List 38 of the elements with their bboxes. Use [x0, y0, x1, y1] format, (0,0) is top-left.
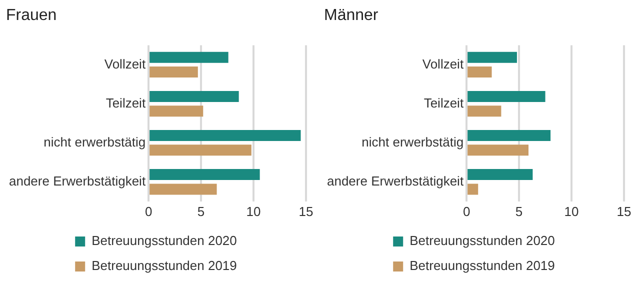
- y-tick-label: nicht erwerbstätig: [362, 134, 464, 150]
- bar: [150, 130, 301, 141]
- bar: [468, 130, 551, 141]
- bar: [468, 169, 533, 180]
- bar: [150, 66, 198, 78]
- chart-title: Frauen: [6, 7, 57, 24]
- bar: [150, 144, 252, 156]
- x-tick-label: 5: [515, 204, 523, 219]
- bar: [468, 106, 502, 117]
- legend-label: Betreuungsstunden 2019: [92, 258, 237, 274]
- x-tick-label: 10: [564, 204, 579, 219]
- x-tick-label: 10: [246, 204, 261, 219]
- bar: [150, 90, 239, 102]
- x-tick-label: 0: [462, 204, 470, 219]
- bar: [468, 184, 478, 195]
- bar: [468, 144, 528, 156]
- y-tick-label: andere Erwerbstätigkeit: [8, 173, 146, 188]
- bar: [150, 169, 260, 180]
- y-tick-label: Vollzeit: [104, 56, 146, 72]
- legend-label: Betreuungsstunden 2020: [92, 233, 237, 248]
- y-tick-label: nicht erwerbstätig: [44, 134, 146, 150]
- legend-label: Betreuungsstunden 2019: [410, 258, 555, 274]
- bar: [468, 66, 492, 78]
- bar: [150, 106, 204, 117]
- x-tick-label: 5: [197, 204, 205, 219]
- y-tick-label: andere Erwerbstätigkeit: [326, 173, 464, 188]
- x-tick-label: 15: [616, 204, 632, 219]
- bar: [468, 52, 517, 63]
- chart-title: Männer: [324, 7, 379, 24]
- bar: [150, 184, 217, 195]
- y-tick-label: Teilzeit: [424, 95, 464, 110]
- y-tick-label: Teilzeit: [106, 95, 146, 110]
- bar: [150, 52, 228, 63]
- y-tick-label: Vollzeit: [422, 56, 464, 72]
- bar: [468, 90, 546, 102]
- x-tick-label: 0: [144, 204, 152, 219]
- legend-label: Betreuungsstunden 2020: [410, 233, 555, 248]
- x-tick-label: 15: [298, 204, 314, 219]
